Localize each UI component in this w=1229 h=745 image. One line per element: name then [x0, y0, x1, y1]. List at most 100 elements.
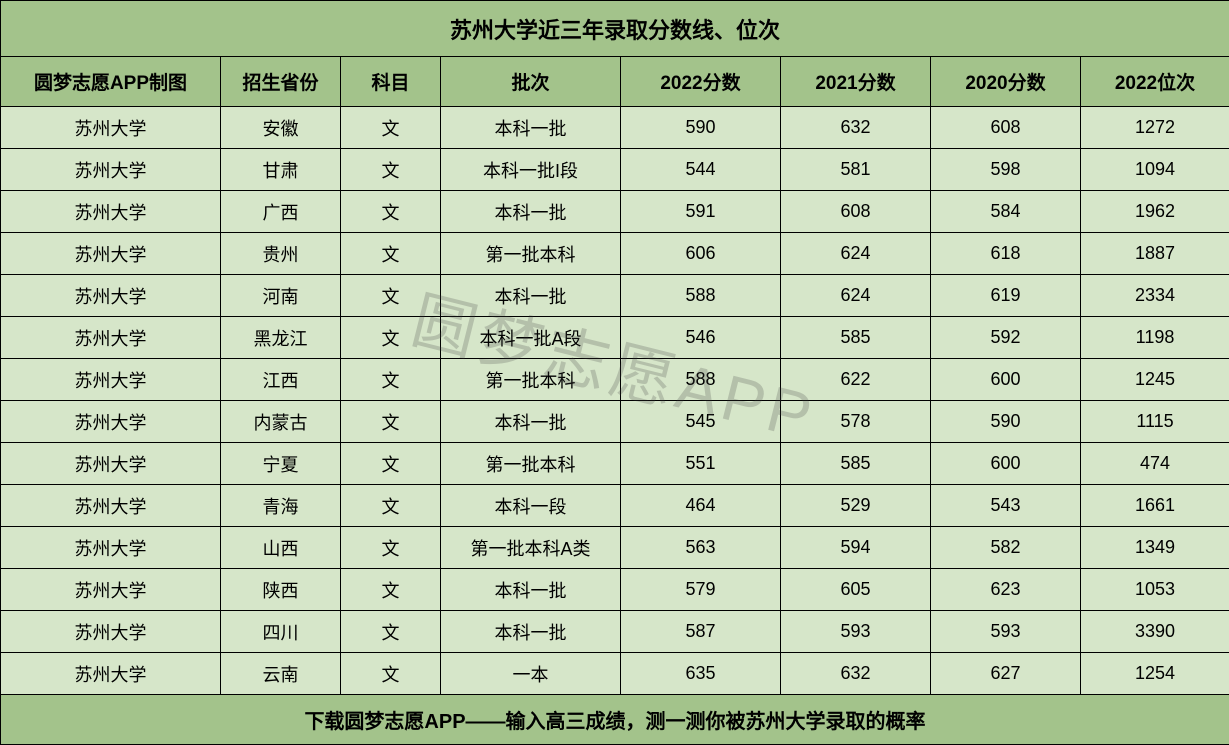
table-cell: 1115	[1081, 401, 1229, 443]
table-cell: 605	[781, 569, 931, 611]
table-cell: 545	[621, 401, 781, 443]
table-cell: 590	[621, 107, 781, 149]
table-cell: 624	[781, 275, 931, 317]
table-cell: 592	[931, 317, 1081, 359]
table-cell: 581	[781, 149, 931, 191]
table-row: 苏州大学广西文本科一批5916085841962	[1, 191, 1229, 233]
table-cell: 本科一批	[441, 569, 621, 611]
table-cell: 文	[341, 401, 441, 443]
table-cell: 文	[341, 317, 441, 359]
table-cell: 苏州大学	[1, 275, 221, 317]
table-cell: 618	[931, 233, 1081, 275]
table-row: 苏州大学宁夏文第一批本科551585600474	[1, 443, 1229, 485]
table-cell: 本科一批I段	[441, 149, 621, 191]
table-cell: 第一批本科	[441, 233, 621, 275]
table-cell: 苏州大学	[1, 653, 221, 695]
table-cell: 文	[341, 191, 441, 233]
table-cell: 3390	[1081, 611, 1229, 653]
column-header-6: 2020分数	[931, 57, 1081, 107]
table-cell: 622	[781, 359, 931, 401]
table-cell: 608	[781, 191, 931, 233]
table-cell: 1094	[1081, 149, 1229, 191]
table-cell: 山西	[221, 527, 341, 569]
table-cell: 苏州大学	[1, 611, 221, 653]
table-cell: 文	[341, 443, 441, 485]
table-cell: 文	[341, 359, 441, 401]
table-cell: 青海	[221, 485, 341, 527]
table-cell: 内蒙古	[221, 401, 341, 443]
table-cell: 苏州大学	[1, 569, 221, 611]
table-cell: 474	[1081, 443, 1229, 485]
table-cell: 593	[931, 611, 1081, 653]
table-cell: 文	[341, 485, 441, 527]
table-cell: 文	[341, 527, 441, 569]
table-cell: 591	[621, 191, 781, 233]
table-cell: 588	[621, 359, 781, 401]
table-cell: 608	[931, 107, 1081, 149]
column-header-0: 圆梦志愿APP制图	[1, 57, 221, 107]
table-cell: 黑龙江	[221, 317, 341, 359]
column-header-7: 2022位次	[1081, 57, 1229, 107]
table-row: 苏州大学山西文第一批本科A类5635945821349	[1, 527, 1229, 569]
table-cell: 585	[781, 443, 931, 485]
table-row: 苏州大学河南文本科一批5886246192334	[1, 275, 1229, 317]
table-cell: 582	[931, 527, 1081, 569]
table-cell: 四川	[221, 611, 341, 653]
table-cell: 1254	[1081, 653, 1229, 695]
table-body: 苏州大学安徽文本科一批5906326081272苏州大学甘肃文本科一批I段544…	[1, 107, 1229, 695]
table-cell: 1887	[1081, 233, 1229, 275]
table-cell: 江西	[221, 359, 341, 401]
table-cell: 593	[781, 611, 931, 653]
table-cell: 本科一批	[441, 107, 621, 149]
table-cell: 文	[341, 275, 441, 317]
table-row: 苏州大学江西文第一批本科5886226001245	[1, 359, 1229, 401]
table-cell: 文	[341, 569, 441, 611]
table-cell: 627	[931, 653, 1081, 695]
table-cell: 598	[931, 149, 1081, 191]
table-cell: 苏州大学	[1, 317, 221, 359]
table-cell: 1245	[1081, 359, 1229, 401]
table-row: 苏州大学甘肃文本科一批I段5445815981094	[1, 149, 1229, 191]
table-cell: 587	[621, 611, 781, 653]
table-cell: 本科一批A段	[441, 317, 621, 359]
table-cell: 1962	[1081, 191, 1229, 233]
table-cell: 安徽	[221, 107, 341, 149]
table-cell: 苏州大学	[1, 359, 221, 401]
table-cell: 600	[931, 443, 1081, 485]
table-cell: 635	[621, 653, 781, 695]
table-title: 苏州大学近三年录取分数线、位次	[1, 1, 1229, 57]
table-cell: 文	[341, 149, 441, 191]
table-header-row: 圆梦志愿APP制图招生省份科目批次2022分数2021分数2020分数2022位…	[1, 57, 1229, 107]
table-cell: 624	[781, 233, 931, 275]
table-row: 苏州大学青海文本科一段4645295431661	[1, 485, 1229, 527]
table-cell: 苏州大学	[1, 401, 221, 443]
table-row: 苏州大学安徽文本科一批5906326081272	[1, 107, 1229, 149]
table-footer: 下载圆梦志愿APP——输入高三成绩，测一测你被苏州大学录取的概率	[1, 695, 1229, 745]
table-cell: 578	[781, 401, 931, 443]
admission-score-table: 苏州大学近三年录取分数线、位次 圆梦志愿APP制图招生省份科目批次2022分数2…	[0, 0, 1229, 745]
table-cell: 543	[931, 485, 1081, 527]
table-cell: 1272	[1081, 107, 1229, 149]
column-header-3: 批次	[441, 57, 621, 107]
table-cell: 本科一批	[441, 191, 621, 233]
table-cell: 贵州	[221, 233, 341, 275]
table-cell: 甘肃	[221, 149, 341, 191]
table-cell: 632	[781, 107, 931, 149]
table-cell: 第一批本科	[441, 359, 621, 401]
table-row: 苏州大学黑龙江文本科一批A段5465855921198	[1, 317, 1229, 359]
table-cell: 苏州大学	[1, 443, 221, 485]
table-row: 苏州大学贵州文第一批本科6066246181887	[1, 233, 1229, 275]
table-row: 苏州大学内蒙古文本科一批5455785901115	[1, 401, 1229, 443]
table-cell: 584	[931, 191, 1081, 233]
table-cell: 544	[621, 149, 781, 191]
table-cell: 600	[931, 359, 1081, 401]
table-cell: 588	[621, 275, 781, 317]
table-cell: 590	[931, 401, 1081, 443]
table-cell: 苏州大学	[1, 149, 221, 191]
table-cell: 苏州大学	[1, 485, 221, 527]
column-header-5: 2021分数	[781, 57, 931, 107]
table-cell: 1661	[1081, 485, 1229, 527]
table-cell: 464	[621, 485, 781, 527]
table-cell: 563	[621, 527, 781, 569]
table-cell: 苏州大学	[1, 107, 221, 149]
